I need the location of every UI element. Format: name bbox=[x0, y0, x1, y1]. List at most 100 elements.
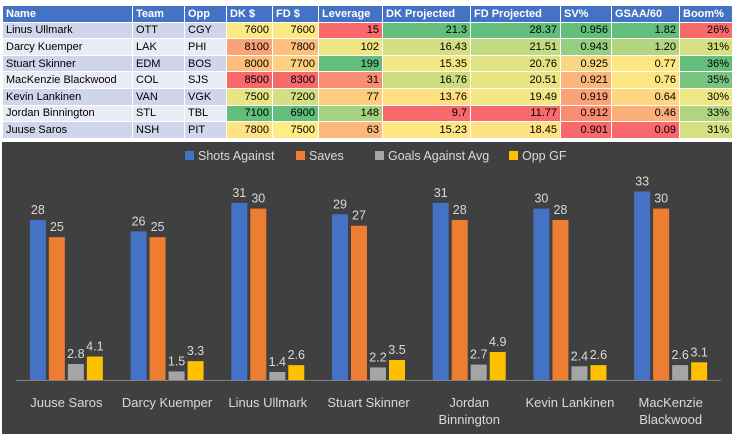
cell-boom-pct: 31% bbox=[679, 121, 733, 139]
bar-opp-gf bbox=[691, 362, 708, 380]
bar-opp-gf bbox=[489, 352, 506, 380]
bar-goals-against-avg bbox=[672, 365, 689, 380]
cell-dk-salary: 7800 bbox=[226, 121, 273, 139]
data-label: 2.4 bbox=[571, 349, 588, 363]
data-label: 1.5 bbox=[168, 354, 185, 368]
data-label: 3.3 bbox=[187, 344, 204, 358]
cell-leverage: 148 bbox=[318, 104, 383, 123]
data-label: 2.2 bbox=[369, 350, 386, 364]
cell-boom-pct: 31% bbox=[679, 38, 733, 56]
bar-shots-against bbox=[432, 202, 449, 380]
cell-opp: CGY bbox=[184, 21, 227, 40]
cell-fd-projected: 21.51 bbox=[470, 38, 561, 56]
cell-fd-salary: 7500 bbox=[272, 121, 319, 139]
bar-shots-against bbox=[634, 191, 651, 380]
cell-gsaa60: 0.76 bbox=[611, 71, 680, 89]
cell-dk-projected: 15.35 bbox=[382, 54, 471, 73]
table-header: Name Team Opp DK $ FD $ Leverage DK Projected F… bbox=[2, 5, 733, 23]
header-dk-salary: DK $ bbox=[226, 5, 273, 23]
data-label: 26 bbox=[132, 214, 146, 228]
bar-saves bbox=[552, 220, 569, 380]
cell-name: Darcy Kuemper bbox=[2, 38, 133, 56]
data-label: 30 bbox=[534, 192, 548, 206]
cell-name: MacKenzie Blackwood bbox=[2, 71, 133, 89]
cell-fd-projected: 20.51 bbox=[470, 71, 561, 89]
cell-leverage: 77 bbox=[318, 87, 383, 106]
category-label: MacKenzie bbox=[638, 395, 702, 410]
bar-shots-against bbox=[332, 214, 348, 380]
header-dk-projected: DK Projected bbox=[382, 5, 471, 23]
cell-sv-pct: 0.921 bbox=[560, 71, 612, 89]
cell-gsaa60: 0.64 bbox=[611, 87, 680, 106]
cell-boom-pct: 30% bbox=[679, 87, 733, 106]
data-label: 30 bbox=[251, 192, 265, 206]
bar-shots-against bbox=[29, 220, 46, 380]
data-label: 27 bbox=[352, 209, 366, 223]
cell-team: EDM bbox=[132, 54, 185, 73]
cell-leverage: 102 bbox=[318, 38, 383, 56]
category-label: Stuart Skinner bbox=[327, 395, 410, 410]
data-label: 33 bbox=[635, 174, 649, 188]
cell-opp: PIT bbox=[184, 121, 227, 139]
bar-saves bbox=[149, 237, 166, 380]
cell-boom-pct: 26% bbox=[679, 21, 733, 40]
data-label: 28 bbox=[453, 203, 467, 217]
cell-dk-salary: 7100 bbox=[226, 104, 273, 123]
data-label: 2.6 bbox=[288, 348, 305, 362]
cell-gsaa60: 0.46 bbox=[611, 104, 680, 123]
cell-leverage: 63 bbox=[318, 121, 383, 139]
cell-opp: PHI bbox=[184, 38, 227, 56]
goalie-stats-table-wrapper: Name Team Opp DK $ FD $ Leverage DK Projected F… bbox=[2, 5, 733, 139]
cell-dk-salary: 8500 bbox=[226, 71, 273, 89]
category-label: Darcy Kuemper bbox=[122, 395, 213, 410]
cell-dk-projected: 16.43 bbox=[382, 38, 471, 56]
bar-opp-gf bbox=[187, 361, 204, 380]
cell-sv-pct: 0.943 bbox=[560, 38, 612, 56]
cell-fd-salary: 7600 bbox=[272, 21, 319, 40]
data-label: 1.4 bbox=[269, 355, 286, 369]
bar-goals-against-avg bbox=[571, 366, 588, 380]
header-boom-pct: Boom% bbox=[679, 5, 733, 23]
cell-leverage: 15 bbox=[318, 21, 383, 40]
category-label: Binnington bbox=[438, 412, 499, 427]
data-label: 4.9 bbox=[489, 335, 506, 349]
header-fd-projected: FD Projected bbox=[470, 5, 561, 23]
cell-opp: BOS bbox=[184, 54, 227, 73]
table-row: Jordan Binnington STL TBL 7100 6900 148 9.7 11.… bbox=[2, 104, 733, 123]
header-row: Name Team Opp DK $ FD $ Leverage DK Projected F… bbox=[2, 5, 733, 23]
cell-sv-pct: 0.956 bbox=[560, 21, 612, 40]
bar-saves bbox=[48, 237, 65, 380]
header-fd-salary: FD $ bbox=[272, 5, 319, 23]
data-label: 28 bbox=[553, 203, 567, 217]
data-label: 25 bbox=[50, 220, 64, 234]
data-label: 31 bbox=[232, 186, 246, 200]
data-label: 30 bbox=[654, 192, 668, 206]
cell-sv-pct: 0.919 bbox=[560, 87, 612, 106]
data-label: 4.1 bbox=[86, 340, 103, 354]
cell-fd-projected: 28.37 bbox=[470, 21, 561, 40]
cell-fd-projected: 19.49 bbox=[470, 87, 561, 106]
data-label: 2.6 bbox=[590, 348, 607, 362]
cell-sv-pct: 0.925 bbox=[560, 54, 612, 73]
bar-opp-gf bbox=[288, 365, 305, 380]
bar-goals-against-avg bbox=[470, 364, 487, 380]
cell-fd-projected: 20.76 bbox=[470, 54, 561, 73]
table-body: Linus Ullmark OTT CGY 7600 7600 15 21.3 28.37 0.… bbox=[2, 21, 733, 139]
bar-goals-against-avg bbox=[168, 371, 185, 380]
table-row: Juuse Saros NSH PIT 7800 7500 63 15.23 18.45 0.9… bbox=[2, 121, 733, 139]
cell-fd-salary: 7800 bbox=[272, 38, 319, 56]
cell-gsaa60: 0.77 bbox=[611, 54, 680, 73]
data-label: 25 bbox=[151, 220, 165, 234]
cell-dk-projected: 9.7 bbox=[382, 104, 471, 123]
goalie-stats-table: Name Team Opp DK $ FD $ Leverage DK Projected F… bbox=[2, 5, 733, 139]
data-label: 31 bbox=[434, 186, 448, 200]
table-row: Stuart Skinner EDM BOS 8000 7700 199 15.35 20.7… bbox=[2, 54, 733, 73]
cell-gsaa60: 1.82 bbox=[611, 21, 680, 40]
data-label: 29 bbox=[333, 197, 347, 211]
cell-dk-salary: 8000 bbox=[226, 54, 273, 73]
goalie-bar-chart: Shots Against Saves Goals Against Avg Opp G… bbox=[2, 142, 732, 434]
bar-opp-gf bbox=[590, 365, 607, 380]
table-row: Darcy Kuemper LAK PHI 8100 7800 102 16.43 21.51… bbox=[2, 38, 733, 56]
cell-fd-projected: 11.77 bbox=[470, 104, 561, 123]
bar-saves bbox=[250, 208, 267, 380]
